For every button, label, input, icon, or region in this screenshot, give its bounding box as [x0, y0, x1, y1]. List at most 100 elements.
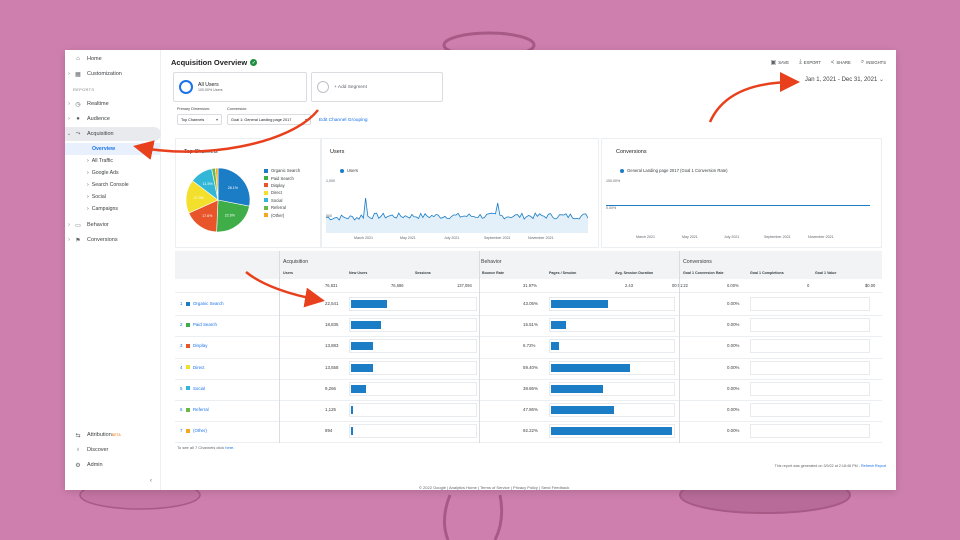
sidebar-item-behavior[interactable]: › ▭ Behavior — [68, 222, 109, 229]
export-button[interactable]: ⤓ EXPORT — [799, 59, 821, 65]
date-range-picker[interactable]: Jan 1, 2021 - Dec 31, 2021 ⌄ — [804, 77, 884, 83]
users-area — [326, 198, 588, 233]
sidebar-subitem-overview[interactable]: Overview — [65, 143, 161, 155]
channel-link[interactable]: Social — [186, 386, 205, 391]
save-icon: ▣ — [770, 60, 777, 66]
insights-button[interactable]: ⌕ INSIGHTS — [860, 59, 886, 65]
lightbulb-icon: ♁ — [75, 447, 81, 453]
primary-dimension-dropdown[interactable]: Top Channels ▾ — [177, 114, 222, 125]
users-value: 9,266 — [325, 385, 336, 391]
sidebar-subitem-campaigns[interactable]: › Campaigns — [87, 206, 118, 212]
add-segment-button[interactable]: + Add Segment — [311, 72, 443, 102]
users-legend: Users — [340, 167, 358, 174]
sidebar-item-home[interactable]: ⌂ Home — [65, 52, 161, 66]
share-button[interactable]: < SHARE — [830, 59, 851, 66]
col-avg-session-duration[interactable]: Avg. Session Duration — [615, 271, 654, 275]
sidebar-item-customization[interactable]: › ▦ Customization — [68, 71, 122, 78]
sidebar-item-conversions[interactable]: › ⚑ Conversions — [68, 237, 118, 244]
col-users[interactable]: Users — [283, 271, 293, 275]
legend-swatch — [264, 168, 268, 173]
col-pages-session[interactable]: Pages / Session — [549, 271, 577, 275]
channel-link[interactable]: Referral — [186, 407, 209, 412]
sidebar-subitem-social[interactable]: › Social — [87, 194, 106, 200]
sidebar-item-audience[interactable]: › ● Audience — [68, 116, 110, 122]
caret-down-icon: ▾ — [215, 117, 218, 122]
segment-all-users[interactable]: All Users 100.00% Users — [173, 72, 307, 102]
acquisition-group-title: Acquisition — [283, 259, 309, 265]
col-sessions[interactable]: Sessions — [415, 271, 431, 275]
conversions-title: Conversions — [616, 149, 647, 155]
pie-slice-organic-search[interactable] — [217, 167, 251, 207]
sidebar-item-label: Realtime — [87, 101, 109, 107]
sidebar-item-realtime[interactable]: › ◷ Realtime — [68, 101, 109, 108]
pie-legend-item: Direct — [264, 189, 300, 196]
acquisition-icon: ⤳ — [75, 130, 81, 137]
col-goal1-conversion-rate[interactable]: Goal 1 Conversion Rate — [683, 271, 724, 275]
col-bounce-rate[interactable]: Bounce Rate — [482, 271, 504, 275]
sidebar-item-acquisition[interactable]: ⌄ ⤳ Acquisition — [65, 127, 161, 141]
channel-link[interactable]: Paid Search — [186, 322, 217, 327]
channel-link[interactable]: Organic Search — [186, 301, 224, 306]
sidebar-item-label: Attribution — [87, 432, 112, 438]
top-channels-pie-chart: 28.1% 22.6% 17.6% 17.0% 11.5% — [185, 167, 251, 233]
page-title: Acquisition Overview ✓ — [171, 58, 258, 67]
conversion-bar-track — [750, 381, 870, 396]
channel-swatch — [186, 301, 190, 306]
sidebar-item-label: Discover — [87, 447, 109, 453]
channel-link[interactable]: Direct — [186, 365, 204, 370]
collapse-sidebar-icon[interactable]: ‹ — [150, 478, 152, 484]
pie-legend-item: Display — [264, 182, 300, 189]
users-bar-track — [349, 403, 477, 417]
col-goal1-completions[interactable]: Goal 1 Completions — [750, 271, 784, 275]
users-panel: Users Users 1,000 500 March 2021 May 202… — [321, 138, 599, 248]
report-toolbar: ▣ SAVE ⤓ EXPORT < SHARE ⌕ INSIGHTS — [771, 59, 886, 66]
sidebar-item-label: Customization — [87, 71, 122, 77]
edit-channel-grouping-link[interactable]: Edit Channel Grouping — [319, 118, 368, 123]
sidebar-item-label: Audience — [87, 116, 110, 122]
col-new-users[interactable]: New Users — [349, 271, 368, 275]
row-divider — [175, 421, 882, 423]
behavior-group-title: Behavior — [481, 259, 502, 265]
conversion-dropdown[interactable]: Goal 1: General Landing page 2017 ▾ — [227, 114, 311, 125]
legend-label: (Other) — [271, 212, 285, 218]
behavior-bar — [551, 427, 672, 436]
pie-slice--other-[interactable] — [215, 167, 219, 201]
x-tick: September 2021 — [484, 236, 511, 240]
conversion-value: 0.00% — [727, 407, 740, 412]
sidebar-subitem-all-traffic[interactable]: › All Traffic — [87, 158, 113, 164]
see-all-channels-link[interactable]: here. — [225, 445, 235, 450]
behavior-bar — [551, 363, 630, 372]
sidebar: ⌂ Home › ▦ Customization REPORTS › ◷ Realt… — [65, 50, 161, 490]
pie-slice-label: 17.0% — [194, 196, 205, 200]
x-tick: September 2021 — [764, 235, 791, 239]
col-goal1-value[interactable]: Goal 1 Value — [815, 271, 837, 275]
legend-swatch — [264, 190, 268, 195]
refresh-report-link[interactable]: Refresh Report — [860, 464, 886, 468]
attribution-icon: ⇆ — [75, 432, 81, 439]
behavior-bar-track — [549, 381, 675, 396]
download-icon: ⤓ — [799, 59, 802, 65]
row-number: 4 — [180, 364, 183, 370]
sidebar-item-admin[interactable]: ⚙ Admin — [65, 458, 161, 472]
y-tick-0: 0.00% — [606, 206, 617, 210]
sidebar-item-discover[interactable]: ♁ Discover — [65, 443, 161, 457]
sidebar-item-attribution[interactable]: ⇆ Attribution BETA — [65, 428, 161, 442]
sidebar-item-label: Admin — [87, 462, 103, 468]
sidebar-item-label: Behavior — [87, 222, 109, 228]
total-completions: 0 — [807, 283, 810, 288]
legend-swatch — [264, 183, 268, 188]
sidebar-subitem-google-ads[interactable]: › Google Ads — [87, 170, 119, 176]
conversions-legend: General Landing page 2017 (Goal 1 Conver… — [620, 167, 728, 174]
total-users: 76,831 — [325, 283, 338, 288]
sidebar-subitem-search-console[interactable]: › Search Console — [87, 182, 129, 188]
save-button[interactable]: ▣ SAVE — [770, 60, 790, 66]
users-bar — [351, 363, 373, 372]
conversion-bar-track — [750, 339, 870, 354]
channel-link[interactable]: (Other) — [186, 428, 207, 433]
channel-link[interactable]: Display — [186, 343, 207, 348]
behavior-bar-track — [549, 297, 675, 311]
x-tick: November 2021 — [528, 236, 554, 240]
pie-slice-paid-search[interactable] — [216, 199, 250, 233]
channel-name: Paid Search — [193, 322, 217, 328]
behavior-bar — [551, 384, 604, 393]
